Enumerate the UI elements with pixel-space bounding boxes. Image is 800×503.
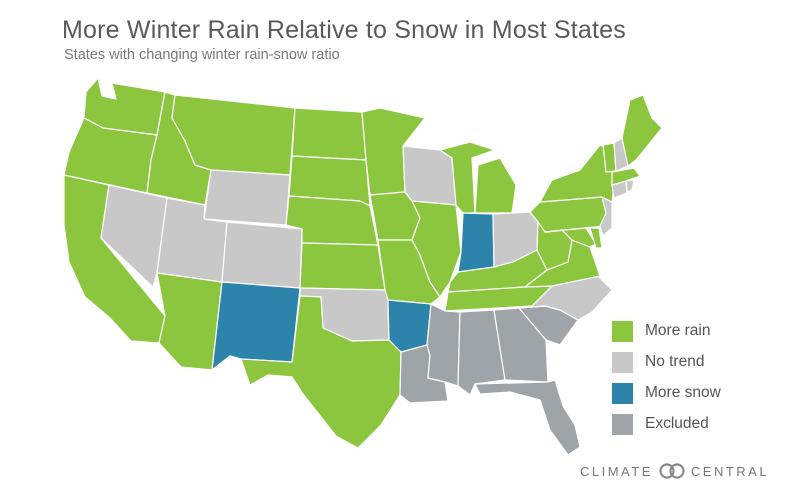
legend-swatch-no-trend — [612, 351, 633, 373]
state-MS — [426, 303, 461, 387]
state-RI — [625, 179, 635, 193]
legend-label-more-rain: More rain — [645, 322, 711, 339]
legend-item-more-rain: More rain — [612, 316, 721, 346]
logo-text-right: CENTRAL — [690, 463, 770, 479]
state-MD — [544, 227, 597, 248]
climate-central-logo: CLIMATE CENTRAL — [580, 463, 769, 479]
state-ND — [291, 107, 367, 161]
map-title: More Winter Rain Relative to Snow in Mos… — [62, 16, 626, 44]
legend-swatch-more-rain — [612, 320, 633, 342]
state-DE — [589, 227, 603, 249]
state-IL — [411, 200, 462, 298]
legend-item-more-snow: More snow — [612, 378, 721, 408]
legend-item-no-trend: No trend — [612, 347, 721, 377]
legend-swatch-excluded — [612, 413, 633, 435]
state-NV — [100, 184, 168, 288]
state-NM — [211, 281, 301, 371]
state-ME — [621, 94, 663, 167]
legend-label-more-snow: More snow — [645, 384, 721, 401]
state-FL — [474, 379, 581, 456]
state-IN — [457, 212, 495, 273]
state-AZ — [156, 272, 223, 371]
state-MA — [611, 167, 641, 186]
state-TX — [240, 295, 402, 449]
state-NY — [539, 144, 615, 203]
legend-label-excluded: Excluded — [645, 415, 709, 432]
legend-swatch-more-snow — [612, 382, 633, 404]
legend-item-excluded: Excluded — [612, 409, 721, 439]
state-AR — [387, 299, 432, 353]
logo-text-left: CLIMATE — [580, 463, 653, 479]
legend: More rain No trend More snow Excluded — [612, 316, 721, 440]
legend-label-no-trend: No trend — [645, 353, 705, 370]
state-WY — [203, 169, 291, 226]
state-KS — [299, 242, 386, 291]
state-CO — [221, 221, 303, 289]
map-subtitle: States with changing winter rain-snow ra… — [64, 47, 340, 63]
logo-rings-icon — [659, 463, 685, 479]
